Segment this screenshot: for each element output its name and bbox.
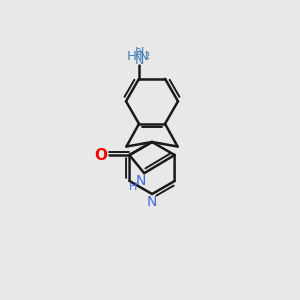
Text: 2: 2 (135, 48, 141, 57)
Text: H: H (134, 46, 144, 59)
Text: N: N (147, 195, 157, 209)
Text: H: H (127, 50, 137, 63)
Text: 2: 2 (144, 52, 149, 61)
Text: N: N (134, 54, 144, 67)
Text: N: N (139, 50, 149, 63)
Text: H: H (129, 182, 137, 192)
Text: N: N (136, 174, 146, 188)
Text: O: O (94, 148, 107, 163)
